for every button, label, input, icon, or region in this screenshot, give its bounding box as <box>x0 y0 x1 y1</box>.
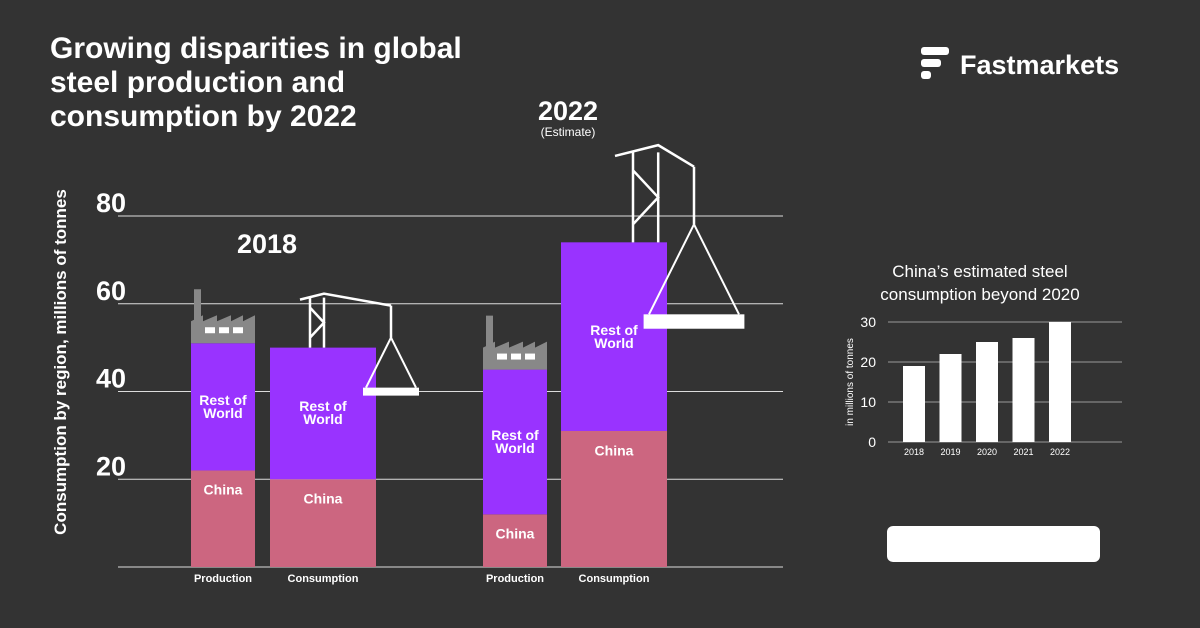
crane-hook <box>648 223 740 315</box>
bar-segment <box>561 430 667 567</box>
bar <box>939 354 962 442</box>
factory-window <box>233 327 243 334</box>
bar <box>1012 338 1035 442</box>
logo: Fastmarkets <box>960 50 1120 80</box>
segment-label: Rest of World <box>491 426 539 456</box>
panel <box>887 526 1100 562</box>
crane-hook <box>365 337 417 389</box>
segment-label: Rest of World <box>199 391 247 421</box>
bar <box>903 366 925 442</box>
logo-mark <box>921 47 949 55</box>
crane-load <box>363 387 419 396</box>
segment-label: China <box>594 442 634 459</box>
bar-segment <box>191 470 255 567</box>
logo-mark <box>921 71 931 79</box>
group-label: 2022 <box>538 96 598 126</box>
factory-window <box>497 353 507 360</box>
factory-window <box>525 353 535 360</box>
y-tick-label: 20 <box>96 451 126 481</box>
y-tick-label: 40 <box>96 364 126 394</box>
inset-title: China’s estimated steel consumption beyo… <box>880 262 1080 304</box>
y-tick-label: 20 <box>860 354 876 370</box>
bar-segment <box>561 242 667 431</box>
segment-label: China <box>203 481 243 498</box>
x-tick-label: Consumption <box>288 573 359 585</box>
group-note: (Estimate) <box>541 125 596 139</box>
crane-icon <box>614 143 696 243</box>
y-tick-label: 0 <box>868 434 876 450</box>
x-tick-label: 2021 <box>1013 447 1033 457</box>
x-tick-label: 2018 <box>904 447 924 457</box>
x-tick-label: 2020 <box>977 447 997 457</box>
bar-segment <box>270 347 376 480</box>
group-label: 2018 <box>237 229 297 259</box>
bar-segment <box>270 479 376 567</box>
factory-icon <box>191 289 255 344</box>
x-tick-label: Consumption <box>579 573 650 585</box>
crane-icon <box>299 292 393 348</box>
crane-load <box>643 314 745 329</box>
x-tick-label: Production <box>194 573 252 585</box>
bar-segment <box>483 369 547 515</box>
y-tick-label: 30 <box>860 314 876 330</box>
bar-segment <box>191 343 255 471</box>
y-tick-label: 60 <box>96 276 126 306</box>
segment-label: China <box>303 490 343 507</box>
factory-window <box>205 327 215 334</box>
factory-window <box>511 353 521 360</box>
bar <box>976 342 998 442</box>
x-tick-label: Production <box>486 573 544 585</box>
segment-label: Rest of World <box>299 398 347 428</box>
x-tick-label: 2019 <box>940 447 960 457</box>
bar-segment <box>483 514 547 567</box>
y-axis-label: Consumption by region, millions of tonne… <box>51 189 70 535</box>
y-axis-label: in millions of tonnes <box>845 338 856 426</box>
x-tick-label: 2022 <box>1050 447 1070 457</box>
chart-title: Growing disparities in global steel prod… <box>50 32 462 133</box>
y-tick-label: 10 <box>860 394 876 410</box>
factory-icon <box>483 315 547 370</box>
bar <box>1049 322 1071 442</box>
segment-label: China <box>495 525 535 542</box>
logo-mark <box>921 59 941 67</box>
y-tick-label: 80 <box>96 188 126 218</box>
factory-window <box>219 327 229 334</box>
segment-label: Rest of World <box>590 321 638 351</box>
